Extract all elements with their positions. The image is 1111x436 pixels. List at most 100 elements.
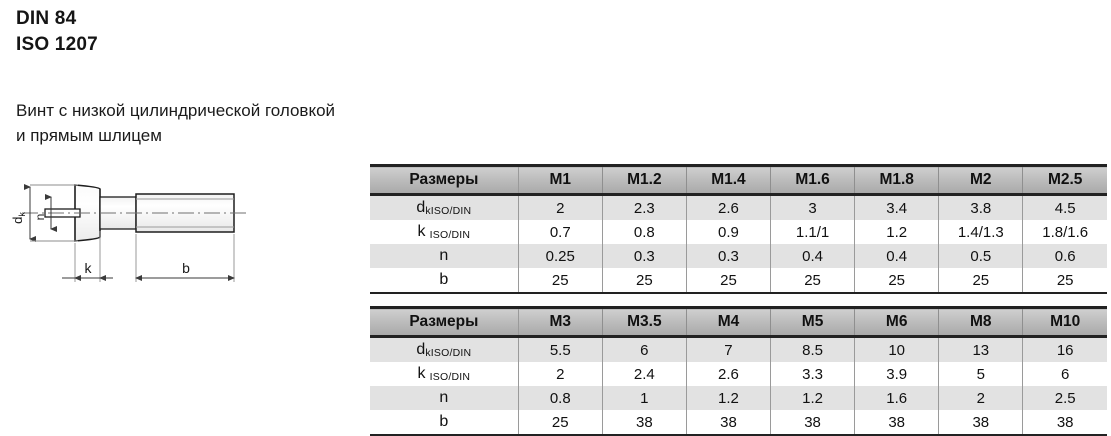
table-cell: 0.5 [938,244,1024,268]
svg-text:k: k [85,260,93,276]
table-cell: 1.2 [770,386,856,410]
table-cell: 25 [686,268,772,293]
column-header-size: M4 [686,307,772,338]
table-row: n 0.25 0.3 0.3 0.4 0.4 0.5 0.6 [370,244,1107,268]
row-label-main: b [439,413,449,430]
table-cell: 0.8 [518,386,603,410]
row-label-n: n [370,244,519,268]
table-cell: 5 [938,362,1024,386]
row-label-main: k [417,223,426,240]
dimensions-table-small-sizes: Размеры M1 M1.2 M1.4 M1.6 M1.8 M2 M2.5 d… [370,164,1107,294]
table-cell: 2.6 [686,362,772,386]
column-header-size: M5 [770,307,856,338]
table-cell: 2.4 [602,362,687,386]
dimensions-table-large-sizes: Размеры M3 M3.5 M4 M5 M6 M8 M10 dkISO/DI… [370,306,1107,436]
column-header-size: M2 [938,165,1024,196]
table-row: n 0.8 1 1.2 1.2 1.6 2 2.5 [370,386,1107,410]
column-header-dimensions: Размеры [370,307,519,338]
table-cell: 0.9 [686,220,772,244]
table-cell: 1.1/1 [770,220,856,244]
column-header-size: M1.2 [602,165,687,196]
table-cell: 0.7 [518,220,603,244]
row-label-main: k [417,365,426,382]
table-cell: 2.6 [686,194,772,220]
table-row: dkISO/DIN 2 2.3 2.6 3 3.4 3.8 4.5 [370,194,1107,220]
table-cell: 25 [1022,268,1107,293]
column-header-size: M2.5 [1022,165,1107,196]
table-cell: 38 [854,410,940,435]
table-cell: 38 [686,410,772,435]
table-cell: 1.4/1.3 [938,220,1024,244]
table-cell: 2 [518,362,603,386]
table-cell: 38 [602,410,687,435]
dimension-head-length: k [62,231,113,282]
table-cell: 1.2 [686,386,772,410]
column-header-size: M1.6 [770,165,856,196]
dimension-thread-length: b [135,234,235,282]
svg-text:b: b [182,260,190,276]
row-label-b: b [370,268,519,293]
column-header-size: M10 [1022,307,1107,338]
column-header-size: M1.8 [854,165,940,196]
table-cell: 3.4 [854,194,940,220]
row-label-dk: dkISO/DIN [370,194,519,220]
table-cell: 25 [854,268,940,293]
table-cell: 1.2 [854,220,940,244]
table-cell: 5.5 [518,336,603,362]
table-row: k ISO/DIN 2 2.4 2.6 3.3 3.9 5 6 [370,362,1107,386]
row-label-dk: dkISO/DIN [370,336,519,362]
column-header-size: M6 [854,307,940,338]
table-cell: 6 [602,336,687,362]
table-cell: 0.3 [602,244,687,268]
row-label-sub: k [425,205,431,217]
table-cell: 2 [518,194,603,220]
table-row: b 25 25 25 25 25 25 25 [370,268,1107,293]
table-cell: 3.9 [854,362,940,386]
row-label-sub: k [425,347,431,359]
table-cell: 25 [518,268,603,293]
table-cell: 25 [938,268,1024,293]
dimension-slot-width: n [33,194,57,232]
table-cell: 1.8/1.6 [1022,220,1107,244]
description-line-2: и прямым шлицем [16,126,162,145]
svg-text:dk: dk [10,212,27,224]
row-label-main: n [439,247,449,264]
standard-iso-label: ISO 1207 [16,34,98,55]
svg-text:n: n [33,214,47,221]
column-header-size: M1 [518,165,603,196]
table-cell: 38 [1022,410,1107,435]
table-header-row: Размеры M3 M3.5 M4 M5 M6 M8 M10 [370,307,1107,338]
table-cell: 8.5 [770,336,856,362]
description-block: Винт с низкой цилиндрической головкой и … [16,98,476,148]
row-label-b: b [370,410,519,435]
column-header-dimensions: Размеры [370,165,519,196]
row-label-suffix: ISO/DIN [429,229,471,241]
table-cell: 0.4 [770,244,856,268]
table-cell: 2.3 [602,194,687,220]
row-label-main: n [439,389,449,406]
table-cell: 2.5 [1022,386,1107,410]
column-header-size: M3.5 [602,307,687,338]
row-label-main: d [416,199,426,216]
table-cell: 10 [854,336,940,362]
table-cell: 16 [1022,336,1107,362]
table-row: b 25 38 38 38 38 38 38 [370,410,1107,435]
table-cell: 3.8 [938,194,1024,220]
table-cell: 1 [602,386,687,410]
table-cell: 25 [770,268,856,293]
column-header-size: M8 [938,307,1024,338]
table-cell: 38 [938,410,1024,435]
row-label-k: k ISO/DIN [370,220,519,244]
table-cell: 0.8 [602,220,687,244]
table-cell: 7 [686,336,772,362]
column-header-size: M1.4 [686,165,772,196]
row-label-n: n [370,386,519,410]
table-cell: 4.5 [1022,194,1107,220]
row-label-main: d [416,341,426,358]
row-label-suffix: ISO/DIN [430,347,472,359]
table-cell: 0.3 [686,244,772,268]
table-cell: 1.6 [854,386,940,410]
description-line-1: Винт с низкой цилиндрической головкой [16,101,336,120]
table-cell: 3.3 [770,362,856,386]
row-label-k: k ISO/DIN [370,362,519,386]
